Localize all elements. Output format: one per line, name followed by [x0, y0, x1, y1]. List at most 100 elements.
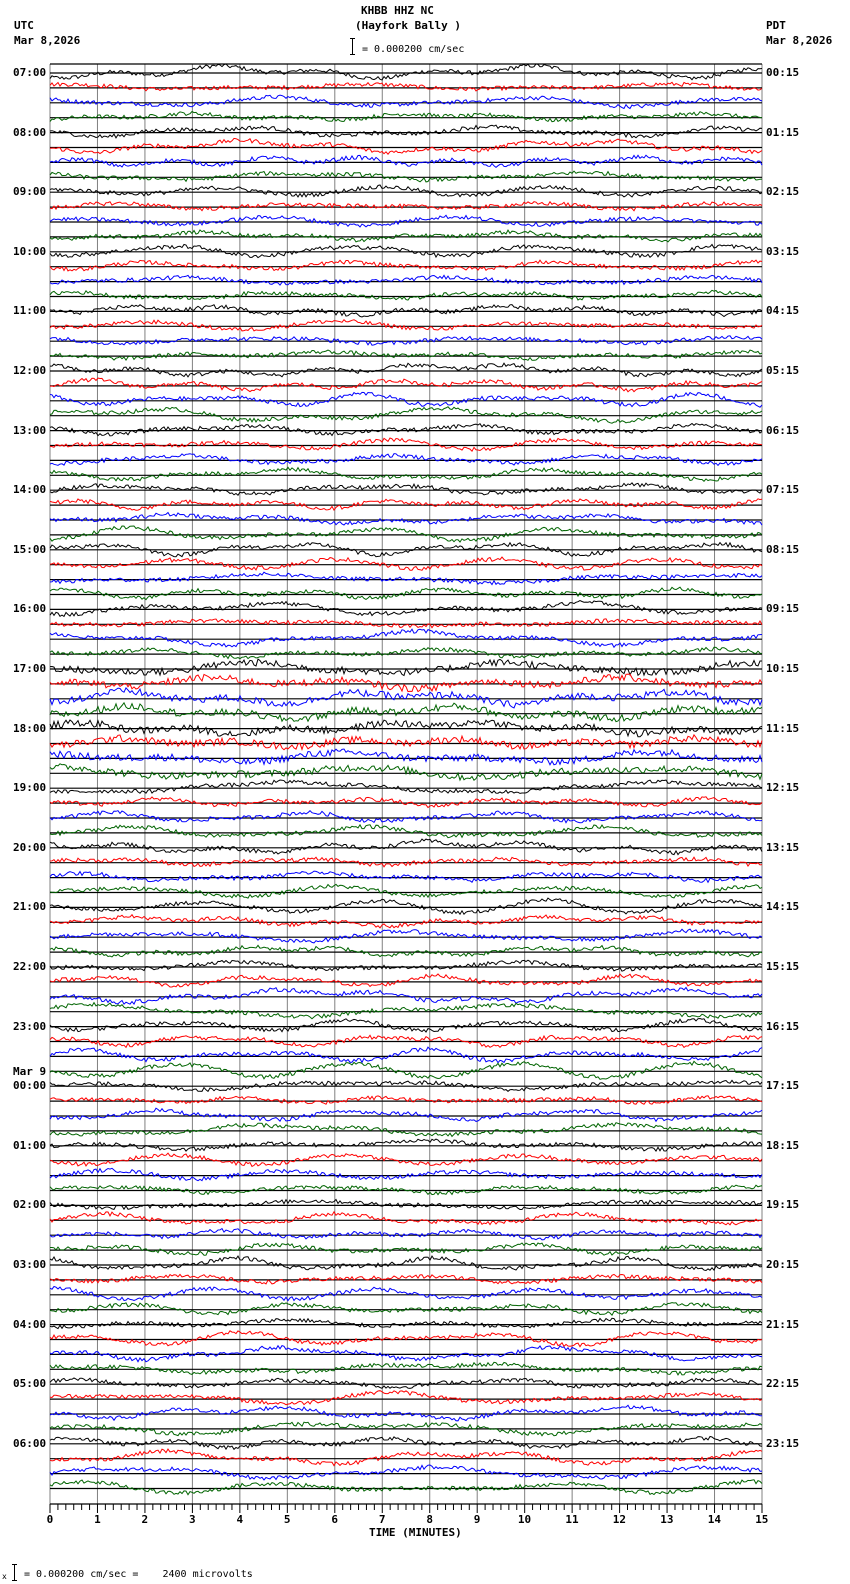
seismic-trace — [49, 466, 763, 483]
seismic-trace — [49, 687, 763, 709]
x-axis-label: TIME (MINUTES) — [369, 1526, 462, 1539]
seismic-trace — [49, 259, 763, 272]
left-timezone: UTC — [14, 19, 34, 32]
seismic-trace — [49, 335, 763, 346]
footer-scale-bar-icon — [12, 1564, 17, 1581]
seismic-trace — [49, 719, 763, 738]
right-hour-label: 12:15 — [766, 781, 800, 795]
footer-scale-note: = 0.000200 cm/sec = 2400 microvolts — [24, 1569, 253, 1580]
seismic-trace — [49, 763, 763, 782]
left-hour-label: 22:00 — [13, 960, 47, 973]
left-hour-label: 12:00 — [13, 364, 47, 377]
seismic-trace — [49, 541, 763, 558]
right-hour-label: 13:15 — [766, 840, 800, 854]
seismic-trace — [49, 1017, 763, 1033]
left-hour-label: 11:00 — [13, 304, 47, 318]
seismic-trace — [49, 701, 763, 723]
x-tick-label: 10 — [517, 1513, 532, 1526]
seismic-trace — [49, 1046, 763, 1064]
seismic-trace — [49, 1001, 763, 1020]
seismic-trace — [49, 779, 763, 794]
right-hour-label: 23:15 — [766, 1436, 800, 1450]
left-hour-label: 00:00 — [13, 1079, 47, 1093]
right-hour-label: 22:15 — [766, 1377, 800, 1391]
right-hour-label: 05:15 — [766, 364, 800, 377]
seismic-trace — [49, 1095, 763, 1105]
seismic-trace — [49, 110, 763, 123]
left-hour-label: 08:00 — [13, 125, 47, 139]
x-tick-label: 11 — [565, 1513, 579, 1526]
seismic-trace — [49, 63, 763, 81]
station-title: KHBB HHZ NC — [361, 4, 434, 17]
left-hour-label: 23:00 — [13, 1019, 47, 1033]
station-location: (Hayfork Bally ) — [355, 19, 461, 32]
seismic-trace — [49, 823, 763, 839]
right-hour-label: 10:15 — [766, 662, 800, 675]
right-hour-label: 16:15 — [766, 1019, 800, 1033]
seismic-trace — [49, 1122, 763, 1138]
seismic-trace — [49, 437, 763, 453]
seismic-trace — [49, 304, 763, 318]
left-hour-label: 14:00 — [13, 483, 47, 497]
left-hour-label: 15:00 — [13, 542, 47, 556]
seismic-trace — [49, 274, 763, 286]
right-hour-label: 04:15 — [766, 304, 800, 318]
seismic-trace — [49, 1198, 763, 1211]
right-timezone: PDT — [766, 19, 786, 32]
right-hour-label: 21:15 — [766, 1317, 800, 1331]
seismic-trace — [49, 1404, 763, 1422]
right-hour-label: 02:15 — [766, 185, 800, 199]
seismic-trace — [49, 1421, 763, 1437]
left-hour-label: 19:00 — [13, 781, 47, 795]
seismic-trace — [49, 928, 763, 944]
seismic-trace — [49, 1184, 763, 1196]
seismic-trace — [49, 1435, 763, 1451]
left-hour-label: 21:00 — [13, 900, 47, 914]
left-hour-label: 20:00 — [13, 840, 47, 854]
seismic-trace — [49, 81, 763, 92]
x-tick-label: 7 — [378, 1513, 386, 1526]
left-hour-label: 03:00 — [13, 1258, 47, 1271]
seismic-trace — [49, 214, 763, 228]
right-hour-label: 14:15 — [766, 900, 800, 914]
x-tick-label: 3 — [189, 1513, 196, 1526]
right-hour-label: 09:15 — [766, 602, 800, 616]
right-hour-label: 06:15 — [766, 423, 800, 437]
seismic-trace — [49, 243, 763, 259]
x-tick-label: 2 — [141, 1513, 149, 1526]
seismic-trace — [49, 748, 763, 766]
scale-label: = 0.000200 cm/sec — [362, 44, 465, 55]
seismic-trace — [49, 1227, 763, 1241]
seismic-trace — [49, 944, 763, 958]
left-hour-label: 17:00 — [13, 662, 47, 675]
seismic-trace — [49, 646, 763, 660]
x-tick-label: 5 — [283, 1513, 291, 1526]
seismic-trace — [49, 1060, 763, 1080]
right-hour-label: 07:15 — [766, 483, 800, 497]
left-hour-label: 01:00 — [13, 1138, 47, 1152]
seismic-trace — [49, 1330, 763, 1348]
left-hour-label: 09:00 — [13, 185, 47, 199]
right-hour-label: 01:15 — [766, 125, 800, 139]
seismic-trace — [49, 1167, 763, 1182]
x-tick-label: 0 — [46, 1513, 54, 1526]
x-tick-label: 12 — [612, 1513, 627, 1526]
seismic-trace — [49, 289, 763, 301]
seismic-trace — [49, 1138, 763, 1153]
seismic-trace — [49, 94, 763, 110]
right-date: Mar 8,2026 — [766, 34, 833, 47]
left-hour-label: 02:00 — [13, 1198, 47, 1212]
x-tick-label: 14 — [707, 1513, 721, 1526]
seismic-trace — [49, 1377, 762, 1389]
seismic-trace — [49, 838, 763, 856]
seismic-trace — [49, 200, 763, 212]
seismic-trace — [49, 897, 763, 916]
seismic-trace — [49, 1479, 763, 1496]
seismic-trace — [49, 600, 763, 618]
right-hour-label: 20:15 — [766, 1258, 800, 1271]
x-tick-label: 4 — [236, 1513, 244, 1526]
seismic-trace — [49, 391, 763, 408]
seismic-trace — [49, 733, 763, 751]
seismic-trace — [49, 170, 763, 183]
